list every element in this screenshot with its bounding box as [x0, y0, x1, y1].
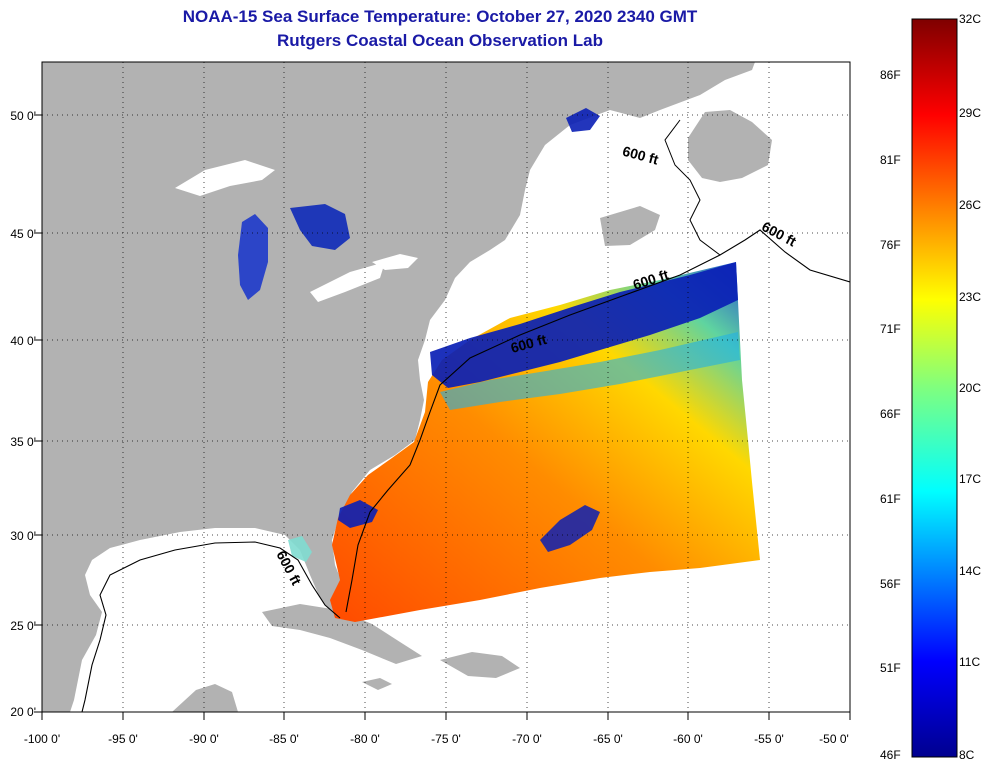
lat-label: 35 0': [10, 435, 36, 449]
lon-label: -90 0': [189, 732, 219, 746]
isobath-canada: [664, 119, 721, 256]
lake-superior: [175, 160, 275, 196]
lat-label: 45 0': [10, 227, 36, 241]
lake-erie: [310, 262, 385, 302]
florida-coastal-water: [288, 536, 312, 562]
celsius-label: 11C: [959, 655, 981, 669]
cold-water-north: [430, 262, 738, 388]
fahrenheit-label: 86F: [880, 68, 901, 82]
celsius-label: 32C: [959, 12, 982, 26]
lake-michigan: [238, 214, 268, 300]
lat-label: 30 0': [10, 529, 36, 543]
lon-label: -85 0': [269, 732, 299, 746]
fahrenheit-label: 81F: [880, 153, 901, 167]
fahrenheit-label: 71F: [880, 322, 901, 336]
celsius-label: 8C: [959, 748, 975, 762]
lake-ontario: [372, 254, 418, 270]
lake-huron: [290, 204, 350, 250]
lon-label: -50 0': [819, 732, 849, 746]
map-title: NOAA-15 Sea Surface Temperature: October…: [182, 7, 698, 26]
cuba-land: [262, 604, 422, 664]
fahrenheit-label: 51F: [880, 661, 901, 675]
lon-label: -75 0': [431, 732, 461, 746]
lon-label: -65 0': [593, 732, 623, 746]
north-america-land: [42, 62, 755, 712]
lon-label: -70 0': [512, 732, 542, 746]
axis-ticks: [34, 114, 851, 720]
latitude-labels: 50 0' 45 0' 40 0' 35 0' 30 0' 25 0' 20 0…: [10, 109, 36, 719]
cold-gulf-maine: [566, 108, 600, 132]
celsius-label: 14C: [959, 564, 982, 578]
nova-scotia-land: [600, 206, 660, 246]
lon-label: -95 0': [108, 732, 138, 746]
longitude-labels: -100 0' -95 0' -90 0' -85 0' -80 0' -75 …: [24, 732, 849, 746]
lat-label: 50 0': [10, 109, 36, 123]
celsius-label: 23C: [959, 290, 982, 304]
fahrenheit-label: 66F: [880, 407, 901, 421]
lon-label: -80 0': [350, 732, 380, 746]
lat-label: 20 0': [10, 705, 36, 719]
lat-label: 40 0': [10, 334, 36, 348]
lon-label: -55 0': [754, 732, 784, 746]
celsius-label: 20C: [959, 381, 982, 395]
gulf-stream-edge: [440, 332, 740, 410]
isobath-gulf: [81, 541, 341, 712]
lon-label: -60 0': [673, 732, 703, 746]
fahrenheit-label: 46F: [880, 748, 901, 762]
yucatan-land: [172, 684, 238, 712]
cold-water-eddy: [540, 505, 600, 552]
celsius-label: 17C: [959, 472, 982, 486]
celsius-label: 26C: [959, 198, 982, 212]
map-subtitle: Rutgers Coastal Ocean Observation Lab: [277, 31, 603, 50]
isobath-atlantic: [345, 229, 850, 613]
celsius-label: 29C: [959, 106, 982, 120]
lat-label: 25 0': [10, 619, 36, 633]
fahrenheit-label: 56F: [880, 577, 901, 591]
hispaniola-land: [440, 652, 520, 678]
lon-label: -100 0': [24, 732, 60, 746]
fahrenheit-label: 61F: [880, 492, 901, 506]
colorbar: [911, 18, 958, 758]
jamaica-land: [362, 678, 392, 690]
fahrenheit-label: 76F: [880, 238, 901, 252]
cold-shelf-patch: [338, 500, 378, 528]
newfoundland-land: [688, 110, 772, 182]
lat-lon-grid: [42, 62, 850, 712]
